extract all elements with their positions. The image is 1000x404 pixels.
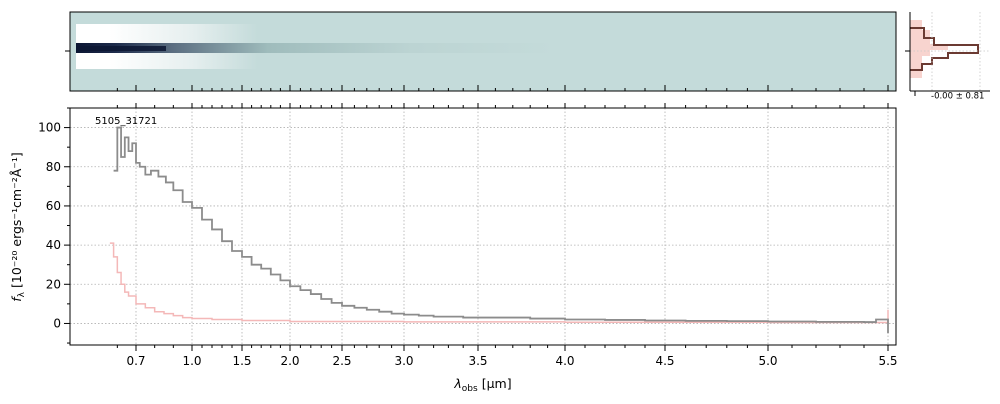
spectrum-id-label: 5105_31721 [95, 116, 157, 127]
x-axis-label: λobs [μm] [453, 376, 511, 394]
y-ticks: 0 20 40 60 80 100 [38, 107, 70, 344]
spectrum-data-line [113, 126, 889, 334]
plot-area [70, 108, 896, 345]
spectrum-2d-trace [76, 43, 556, 53]
plot-frame [69, 107, 897, 346]
y-tick-label: 80 [46, 160, 61, 174]
x-tick-label: 2.5 [332, 354, 351, 368]
profile-model-fill [910, 20, 948, 78]
profile-annotation: -0.00 ± 0.81 [931, 92, 984, 102]
y-tick-label: 0 [53, 316, 61, 330]
x-tick-label: 1.0 [182, 354, 201, 368]
profile-panel: -0.00 ± 0.81 [905, 12, 990, 102]
y-tick-label: 100 [38, 121, 61, 135]
spectrum-2d-frame [69, 11, 897, 92]
y-axis-label: fλ [10⁻²⁰ ergs⁻¹cm⁻²Å⁻¹] [9, 152, 27, 301]
spectrum-2d-panel [65, 11, 897, 92]
x-tick-label: 3.0 [394, 354, 413, 368]
x-tick-label: 0.7 [126, 354, 145, 368]
x-axis-label-unit: [μm] [482, 376, 512, 391]
profile-data-line [910, 27, 979, 71]
y-tick-label: 60 [46, 199, 61, 213]
x-tick-label: 2.0 [280, 354, 299, 368]
spectrum-2d-trace-core [76, 46, 166, 51]
spectrum-1d-panel: 0.7 1.0 1.5 2.0 2.5 3.0 3.5 4.0 4.5 5.0 5.5 0 20 40 6… [9, 103, 898, 394]
grid-lines [70, 108, 896, 345]
spectrum-model-line [109, 242, 889, 324]
y-axis-label-sub: λ [17, 291, 27, 297]
y-axis-label-main: f [9, 296, 24, 302]
x-axis-label-sub: obs [462, 384, 478, 394]
x-tick-label: 3.5 [468, 354, 487, 368]
series-layer [109, 126, 889, 334]
y-tick-label: 40 [46, 238, 61, 252]
y-axis-label-unit: [10⁻²⁰ ergs⁻¹cm⁻²Å⁻¹] [9, 152, 24, 288]
x-tick-label: 5.0 [758, 354, 777, 368]
x-tick-label: 4.5 [655, 354, 674, 368]
x-tick-label: 1.5 [232, 354, 251, 368]
y-tick-label: 20 [46, 277, 61, 291]
x-tick-label: 5.5 [878, 354, 897, 368]
x-tick-label: 4.0 [555, 354, 574, 368]
x-axis-label-main: λ [453, 376, 461, 391]
x-ticks: 0.7 1.0 1.5 2.0 2.5 3.0 3.5 4.0 4.5 5.0 5.5 [116, 103, 898, 368]
